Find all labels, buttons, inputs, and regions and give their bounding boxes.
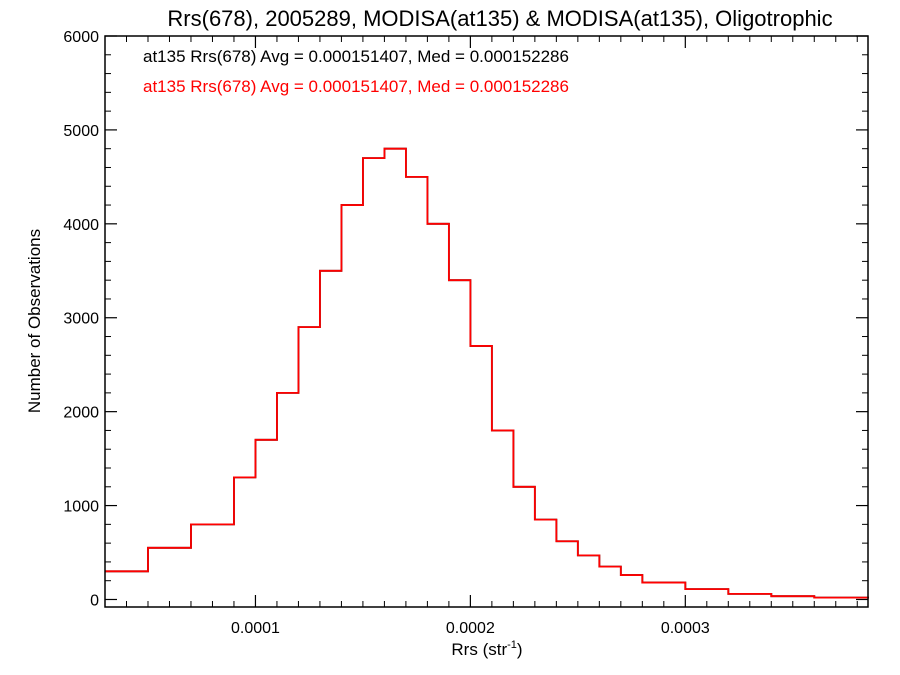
y-tick-label: 4000 [63,217,99,234]
y-tick-label: 5000 [63,123,99,140]
series-layer [105,147,869,599]
y-tick-label: 0 [90,592,99,609]
y-tick-label: 2000 [63,405,99,422]
chart-title: Rrs(678), 2005289, MODISA(at135) & MODIS… [167,6,832,31]
y-tick-label: 3000 [63,311,99,328]
x-axis-label: Rrs (str-1) [451,639,522,659]
y-tick-label: 6000 [63,29,99,46]
x-tick-label: 0.0001 [231,620,280,637]
x-tick-label: 0.0002 [446,620,495,637]
y-axis-label: Number of Observations [25,229,44,413]
annotation-black: at135 Rrs(678) Avg = 0.000151407, Med = … [143,47,569,66]
ticks-layer [105,35,868,607]
series-line-1 [105,147,869,599]
y-tick-label: 1000 [63,499,99,516]
x-axis-label-close: ) [517,640,523,659]
x-axis-label-base: Rrs (str [451,640,507,659]
annotation-red: at135 Rrs(678) Avg = 0.000151407, Med = … [143,77,569,96]
plot-frame [104,35,869,608]
y-tick-labels: 0 1000 2000 3000 4000 5000 6000 [63,29,99,609]
x-tick-label: 0.0003 [661,620,710,637]
x-tick-labels: 0.0001 0.0002 0.0003 [231,620,710,637]
series-line-0 [105,147,869,599]
x-axis-label-sup: -1 [507,639,517,651]
